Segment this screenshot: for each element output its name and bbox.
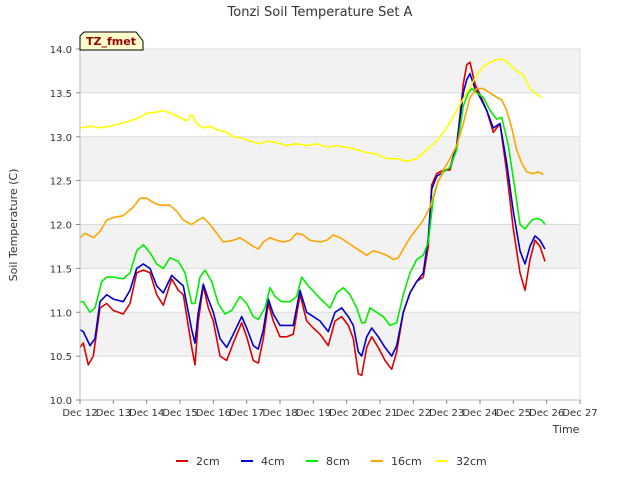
x-tick-label: Dec 22 — [396, 408, 431, 419]
y-tick-label: 10.5 — [50, 352, 72, 363]
x-tick-label: Dec 13 — [96, 408, 131, 419]
y-axis-label: Soil Temperature (C) — [7, 169, 20, 282]
series-lines — [79, 58, 546, 377]
y-tick-label: 13.5 — [50, 89, 72, 100]
x-tick-label: Dec 15 — [162, 408, 197, 419]
station-badge: TZ_fmet — [79, 31, 144, 51]
y-tick-label: 12.0 — [50, 221, 72, 232]
series-line-32cm — [79, 58, 543, 163]
legend-label: 32cm — [456, 455, 487, 468]
x-tick-label: Dec 25 — [496, 408, 531, 419]
y-tick-label: 14.0 — [50, 45, 72, 56]
x-tick-label: Dec 26 — [529, 408, 564, 419]
y-tick-label: 13.0 — [50, 133, 72, 144]
x-tick-label: Dec 19 — [296, 408, 331, 419]
x-tick-label: Dec 17 — [229, 408, 264, 419]
x-tick-label: Dec 12 — [62, 408, 97, 419]
x-tick-label: Dec 21 — [362, 408, 397, 419]
x-tick-label: Dec 18 — [262, 408, 297, 419]
series-line-8cm — [80, 87, 546, 327]
plot-band — [80, 224, 580, 269]
x-tick-label: Dec 23 — [429, 408, 464, 419]
y-axis-ticks: 10.0 10.5 11.0 11.5 12.0 12.5 13.0 13.5 14.0 — [50, 45, 80, 407]
y-tick-label: 11.5 — [50, 264, 72, 275]
y-tick-label: 10.0 — [50, 396, 72, 407]
legend-item-16cm: 16cm — [371, 455, 422, 468]
plot-band — [80, 312, 580, 357]
plot-band — [80, 49, 580, 93]
series-line-2cm — [79, 61, 546, 377]
legend-item-4cm: 4cm — [241, 455, 285, 468]
legend: 2cm 4cm 8cm 16cm 32cm — [176, 455, 487, 468]
legend-item-2cm: 2cm — [176, 455, 220, 468]
legend-label: 2cm — [196, 455, 220, 468]
chart-title: Tonzi Soil Temperature Set A — [227, 5, 413, 20]
x-tick-label: Dec 20 — [329, 408, 364, 419]
y-tick-label: 12.5 — [50, 177, 72, 188]
x-tick-label: Dec 16 — [196, 408, 231, 419]
x-tick-label: Dec 24 — [462, 408, 497, 419]
legend-label: 8cm — [326, 455, 350, 468]
series-line-16cm — [79, 87, 544, 261]
legend-item-32cm: 32cm — [436, 455, 487, 468]
station-badge-label: TZ_fmet — [86, 35, 136, 48]
series-line-4cm — [79, 72, 546, 357]
y-tick-label: 11.0 — [50, 308, 72, 319]
x-tick-label: Dec 27 — [562, 408, 597, 419]
plot-band — [80, 136, 580, 181]
legend-label: 4cm — [261, 455, 285, 468]
x-axis-label: Time — [552, 423, 580, 436]
legend-label: 16cm — [391, 455, 422, 468]
legend-item-8cm: 8cm — [306, 455, 350, 468]
x-tick-label: Dec 14 — [129, 408, 164, 419]
station-badge-box — [79, 31, 144, 51]
